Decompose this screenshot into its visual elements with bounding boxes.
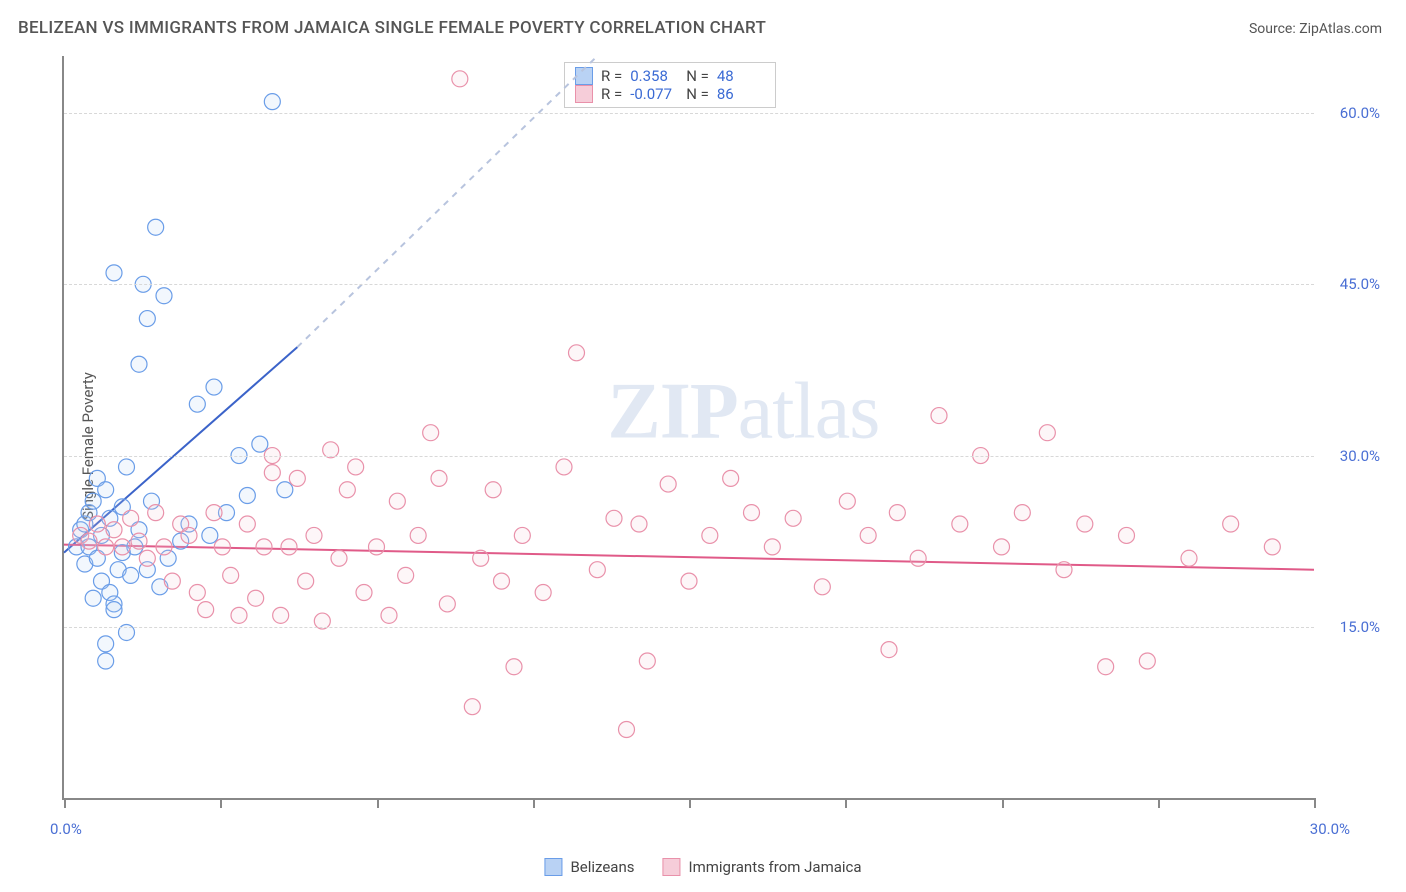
legend-swatch-belizeans	[544, 858, 562, 876]
x-tick	[845, 798, 847, 808]
y-tick-label: 15.0%	[1340, 618, 1380, 636]
plot-area: ZIPatlas R = 0.358 N = 48 R = -0.077 N =…	[62, 56, 1314, 800]
chart-svg	[64, 56, 1314, 798]
legend-item-jamaica: Immigrants from Jamaica	[663, 858, 862, 876]
x-axis-max-label: 30.0%	[1310, 820, 1350, 838]
x-tick	[1314, 798, 1316, 808]
gridline	[64, 284, 1314, 285]
x-tick	[64, 798, 66, 808]
legend: Belizeans Immigrants from Jamaica	[544, 858, 861, 876]
gridline	[64, 627, 1314, 628]
legend-label-belizeans: Belizeans	[570, 858, 634, 876]
x-tick	[1158, 798, 1160, 808]
legend-item-belizeans: Belizeans	[544, 858, 634, 876]
x-tick	[1002, 798, 1004, 808]
x-tick	[377, 798, 379, 808]
y-tick-label: 45.0%	[1340, 275, 1380, 293]
y-tick-label: 60.0%	[1340, 104, 1380, 122]
legend-swatch-jamaica	[663, 858, 681, 876]
gridline	[64, 113, 1314, 114]
y-tick-label: 30.0%	[1340, 447, 1380, 465]
source-prefix: Source:	[1249, 21, 1299, 37]
source-attribution: Source: ZipAtlas.com	[1249, 21, 1382, 37]
source-name: ZipAtlas.com	[1299, 21, 1382, 37]
chart-title: BELIZEAN VS IMMIGRANTS FROM JAMAICA SING…	[18, 18, 766, 38]
legend-label-jamaica: Immigrants from Jamaica	[689, 858, 862, 876]
x-axis-min-label: 0.0%	[50, 820, 82, 838]
x-tick	[220, 798, 222, 808]
chart-container: Single Female Poverty ZIPatlas R = 0.358…	[18, 56, 1386, 836]
x-tick	[533, 798, 535, 808]
gridline	[64, 456, 1314, 457]
x-tick	[689, 798, 691, 808]
